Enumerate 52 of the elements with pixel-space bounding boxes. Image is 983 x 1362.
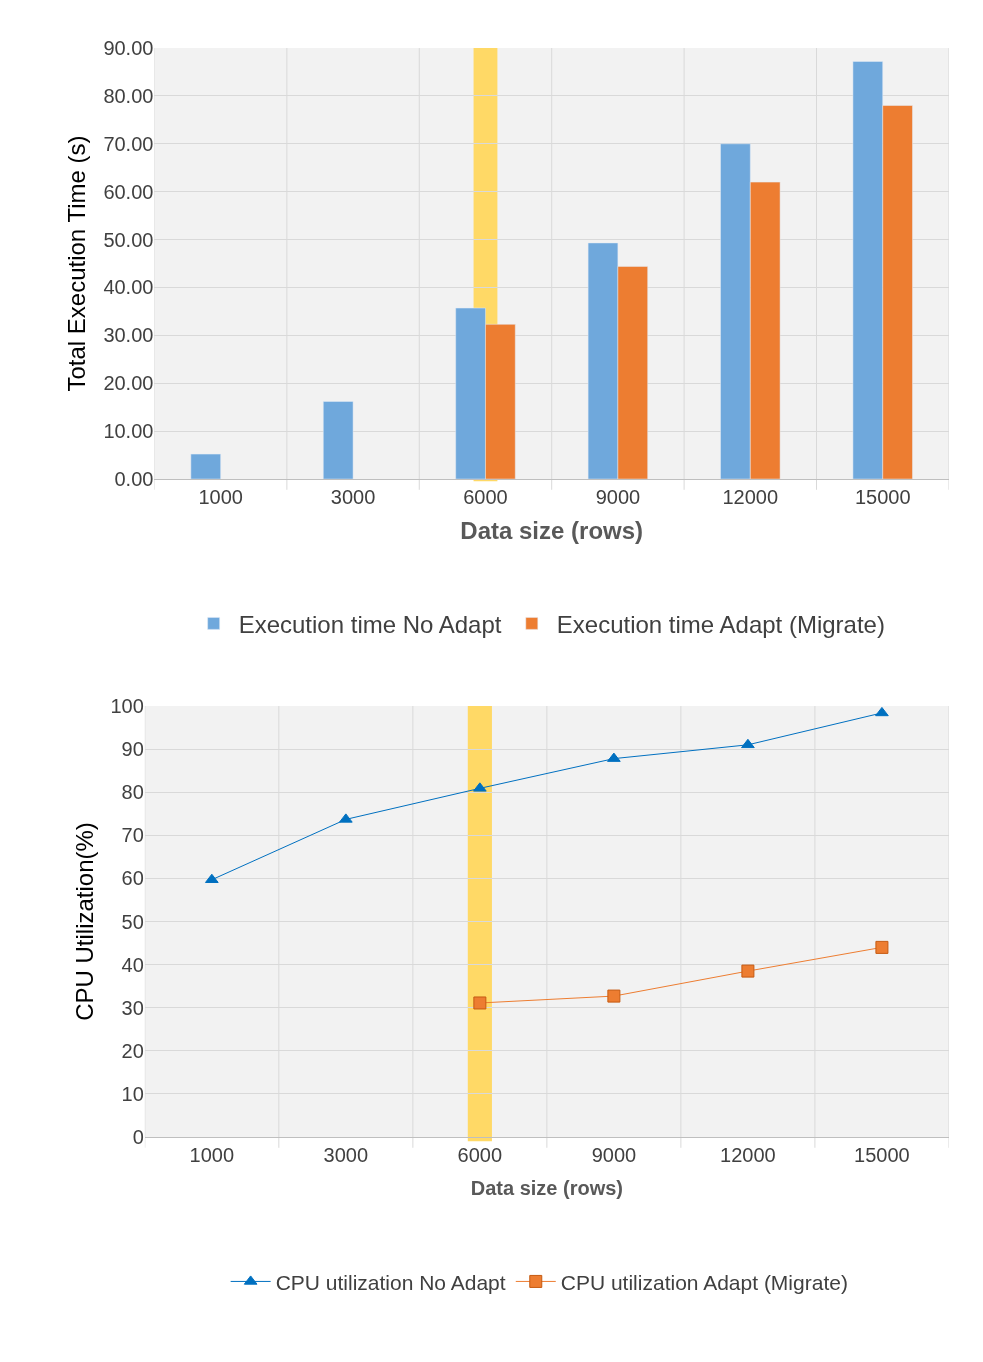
legend-label: CPU utilization Adapt (Migrate)	[560, 1270, 848, 1294]
point	[741, 738, 755, 749]
y-tick-label: 0.00	[114, 468, 154, 491]
x-tick-label: 3000	[330, 486, 376, 509]
y-tick-label: 20.00	[103, 372, 154, 395]
y-tick-label: 80.00	[103, 84, 154, 107]
point	[875, 706, 889, 717]
x-tick-label: 9000	[595, 486, 641, 509]
x-tick-label: 12000	[722, 486, 779, 509]
y-tick-label: 10.00	[103, 420, 154, 443]
x-tick-label: 6000	[457, 1144, 503, 1167]
y-tick-label: 100	[110, 695, 144, 718]
y-tick-label: 20	[121, 1039, 144, 1062]
legend-label: CPU utilization No Adapt	[275, 1270, 506, 1294]
y-tick-label: 80	[121, 781, 144, 804]
x-tick-label: 1000	[198, 486, 243, 509]
x-axis-title: Data size (rows)	[460, 517, 644, 545]
y-tick-label: 90	[121, 738, 144, 761]
bar	[190, 453, 221, 480]
y-tick-label: 30.00	[103, 324, 154, 347]
y-tick-label: 60.00	[103, 180, 154, 203]
y-axis-title: Total Execution Time (s)	[63, 135, 91, 392]
y-tick-label: 50.00	[103, 228, 154, 251]
x-tick-label: 12000	[720, 1144, 776, 1167]
y-tick-label: 10	[121, 1082, 144, 1105]
y-tick-label: 50	[121, 910, 144, 933]
y-tick-label: 70	[121, 824, 144, 847]
x-tick-label: 6000	[463, 486, 508, 509]
point	[741, 964, 755, 978]
x-tick-label: 3000	[323, 1144, 369, 1167]
y-tick-label: 40.00	[103, 276, 154, 299]
point	[473, 996, 487, 1010]
legend-label: Execution time Adapt (Migrate)	[556, 610, 885, 638]
point	[607, 752, 621, 762]
point	[607, 989, 621, 1003]
y-tick-label: 60	[121, 867, 144, 890]
x-tick-label: 9000	[591, 1144, 637, 1167]
y-tick-label: 30	[121, 996, 144, 1019]
legend-label: Execution time No Adapt	[238, 610, 502, 638]
y-tick-label: 40	[121, 953, 144, 976]
point	[875, 940, 889, 954]
point	[473, 782, 487, 792]
x-tick-label: 15000	[854, 1144, 910, 1167]
y-axis-title: CPU Utilization(%)	[70, 822, 98, 1021]
y-tick-label: 70.00	[103, 132, 154, 155]
x-axis-title: Data size (rows)	[470, 1176, 624, 1199]
x-tick-label: 15000	[854, 486, 911, 509]
y-tick-label: 90.00	[103, 37, 154, 60]
x-tick-label: 1000	[189, 1144, 235, 1167]
bar	[323, 401, 354, 480]
y-tick-label: 0	[132, 1126, 144, 1149]
point	[339, 813, 353, 823]
